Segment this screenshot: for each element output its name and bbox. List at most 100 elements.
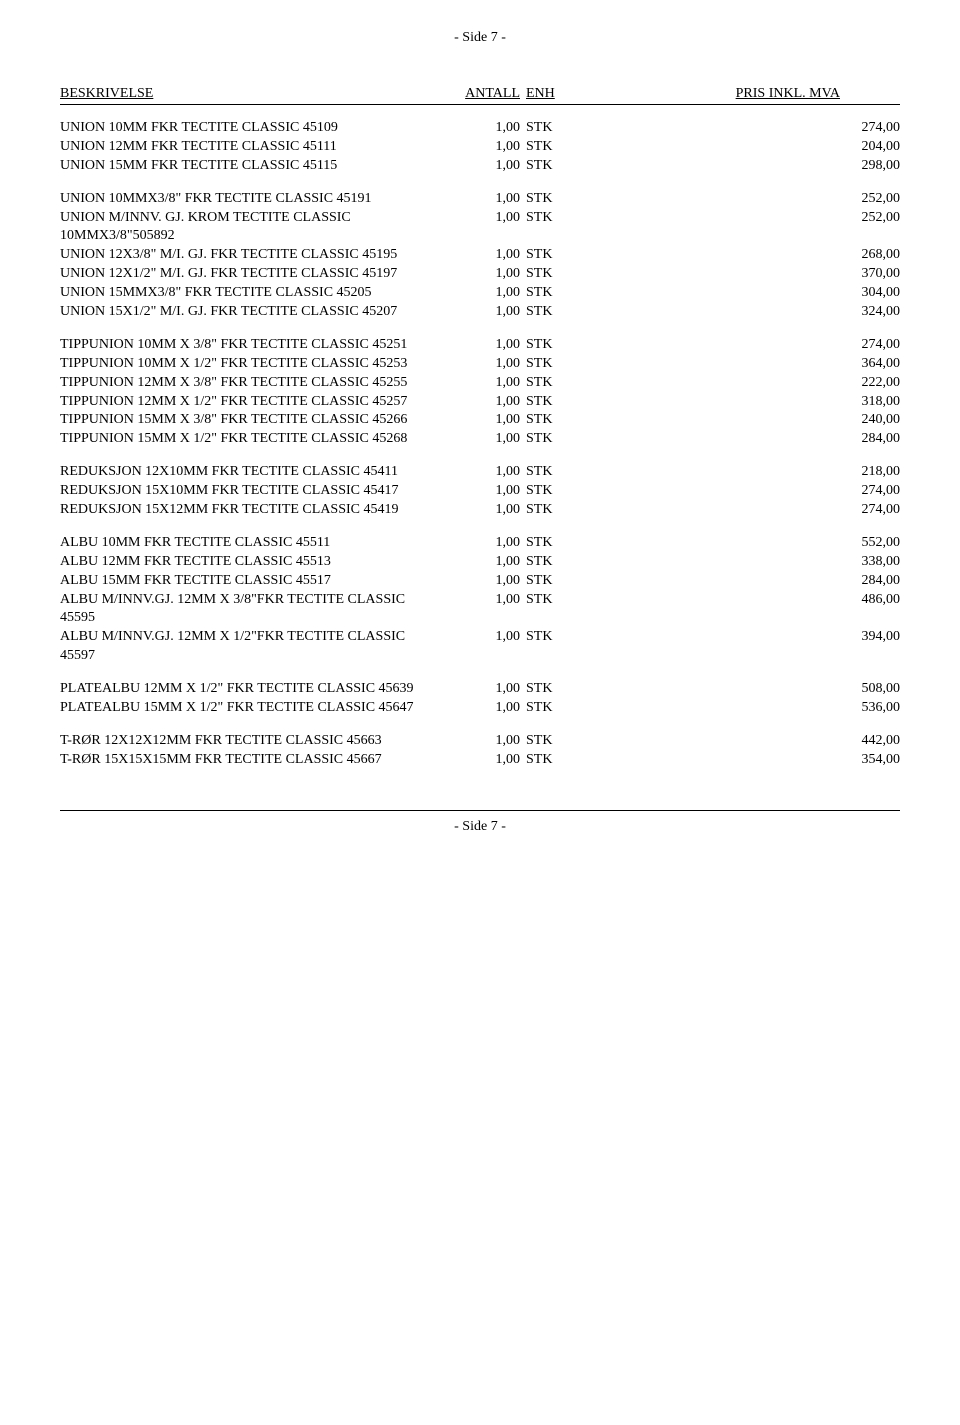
table-header-row: BESKRIVELSE ANTALL ENH PRIS INKL. MVA <box>60 86 900 105</box>
table-row: TIPPUNION 12MM X 3/8" FKR TECTITE CLASSI… <box>60 374 900 393</box>
table-row: TIPPUNION 15MM X 1/2" FKR TECTITE CLASSI… <box>60 430 900 449</box>
cell-unit: STK <box>520 190 576 209</box>
cell-description: ALBU 12MM FKR TECTITE CLASSIC 45513 <box>60 553 440 572</box>
cell-qty: 1,00 <box>440 246 520 265</box>
cell-description: TIPPUNION 10MM X 3/8" FKR TECTITE CLASSI… <box>60 336 440 355</box>
cell-qty: 1,00 <box>440 303 520 322</box>
cell-price: 274,00 <box>576 336 900 355</box>
cell-qty: 1,00 <box>440 411 520 430</box>
cell-unit: STK <box>520 265 576 284</box>
cell-unit: STK <box>520 303 576 322</box>
cell-description: UNION 12X3/8" M/I. GJ. FKR TECTITE CLASS… <box>60 246 440 265</box>
cell-qty: 1,00 <box>440 355 520 374</box>
table-row: REDUKSJON 15X10MM FKR TECTITE CLASSIC 45… <box>60 482 900 501</box>
cell-unit: STK <box>520 393 576 412</box>
cell-description: UNION 10MMX3/8" FKR TECTITE CLASSIC 4519… <box>60 190 440 209</box>
col-header-description: BESKRIVELSE <box>60 86 153 101</box>
cell-price: 268,00 <box>576 246 900 265</box>
table-row: UNION 12X1/2" M/I. GJ. FKR TECTITE CLASS… <box>60 265 900 284</box>
cell-unit: STK <box>520 411 576 430</box>
row-group: TIPPUNION 10MM X 3/8" FKR TECTITE CLASSI… <box>60 336 900 449</box>
cell-unit: STK <box>520 157 576 176</box>
table-row: UNION 15X1/2" M/I. GJ. FKR TECTITE CLASS… <box>60 303 900 322</box>
cell-description: UNION 15X1/2" M/I. GJ. FKR TECTITE CLASS… <box>60 303 440 322</box>
cell-qty: 1,00 <box>440 209 520 228</box>
row-group: UNION 10MM FKR TECTITE CLASSIC 451091,00… <box>60 119 900 176</box>
cell-price: 274,00 <box>576 501 900 520</box>
row-group: ALBU 10MM FKR TECTITE CLASSIC 455111,00S… <box>60 534 900 666</box>
cell-qty: 1,00 <box>440 190 520 209</box>
cell-qty: 1,00 <box>440 393 520 412</box>
col-header-price: PRIS INKL. MVA <box>736 86 840 101</box>
cell-qty: 1,00 <box>440 157 520 176</box>
row-group: UNION 10MMX3/8" FKR TECTITE CLASSIC 4519… <box>60 190 900 322</box>
cell-price: 222,00 <box>576 374 900 393</box>
cell-unit: STK <box>520 119 576 138</box>
cell-unit: STK <box>520 553 576 572</box>
cell-price: 284,00 <box>576 572 900 591</box>
cell-unit: STK <box>520 209 576 228</box>
cell-description: TIPPUNION 10MM X 1/2" FKR TECTITE CLASSI… <box>60 355 440 374</box>
cell-qty: 1,00 <box>440 430 520 449</box>
cell-qty: 1,00 <box>440 628 520 647</box>
page-footer: - Side 7 - <box>60 810 900 835</box>
table-row: REDUKSJON 15X12MM FKR TECTITE CLASSIC 45… <box>60 501 900 520</box>
row-group: PLATEALBU 12MM X 1/2" FKR TECTITE CLASSI… <box>60 680 900 718</box>
cell-unit: STK <box>520 336 576 355</box>
cell-qty: 1,00 <box>440 553 520 572</box>
cell-description: UNION 10MM FKR TECTITE CLASSIC 45109 <box>60 119 440 138</box>
table-row: PLATEALBU 15MM X 1/2" FKR TECTITE CLASSI… <box>60 699 900 718</box>
table-row: UNION 12MM FKR TECTITE CLASSIC 451111,00… <box>60 138 900 157</box>
cell-description: PLATEALBU 15MM X 1/2" FKR TECTITE CLASSI… <box>60 699 440 718</box>
cell-qty: 1,00 <box>440 482 520 501</box>
cell-unit: STK <box>520 355 576 374</box>
cell-unit: STK <box>520 284 576 303</box>
cell-price: 284,00 <box>576 430 900 449</box>
table-row: T-RØR 12X12X12MM FKR TECTITE CLASSIC 456… <box>60 732 900 751</box>
cell-description: TIPPUNION 12MM X 3/8" FKR TECTITE CLASSI… <box>60 374 440 393</box>
cell-price: 252,00 <box>576 190 900 209</box>
cell-description: PLATEALBU 12MM X 1/2" FKR TECTITE CLASSI… <box>60 680 440 699</box>
cell-price: 394,00 <box>576 628 900 647</box>
cell-unit: STK <box>520 430 576 449</box>
cell-price: 204,00 <box>576 138 900 157</box>
cell-description: ALBU 10MM FKR TECTITE CLASSIC 45511 <box>60 534 440 553</box>
cell-unit: STK <box>520 463 576 482</box>
cell-unit: STK <box>520 482 576 501</box>
cell-price: 486,00 <box>576 591 900 610</box>
table-row: TIPPUNION 12MM X 1/2" FKR TECTITE CLASSI… <box>60 393 900 412</box>
cell-price: 364,00 <box>576 355 900 374</box>
cell-description: UNION 12MM FKR TECTITE CLASSIC 45111 <box>60 138 440 157</box>
cell-qty: 1,00 <box>440 138 520 157</box>
cell-qty: 1,00 <box>440 680 520 699</box>
table-row: ALBU 15MM FKR TECTITE CLASSIC 455171,00S… <box>60 572 900 591</box>
cell-qty: 1,00 <box>440 336 520 355</box>
table-row: ALBU M/INNV.GJ. 12MM X 3/8"FKR TECTITE C… <box>60 591 900 629</box>
table-row: UNION 15MM FKR TECTITE CLASSIC 451151,00… <box>60 157 900 176</box>
cell-unit: STK <box>520 680 576 699</box>
cell-qty: 1,00 <box>440 591 520 610</box>
cell-description: UNION 15MM FKR TECTITE CLASSIC 45115 <box>60 157 440 176</box>
col-header-unit: ENH <box>526 86 555 101</box>
cell-unit: STK <box>520 699 576 718</box>
cell-price: 536,00 <box>576 699 900 718</box>
cell-qty: 1,00 <box>440 284 520 303</box>
cell-description: TIPPUNION 15MM X 3/8" FKR TECTITE CLASSI… <box>60 411 440 430</box>
table-row: TIPPUNION 15MM X 3/8" FKR TECTITE CLASSI… <box>60 411 900 430</box>
cell-unit: STK <box>520 534 576 553</box>
cell-description: T-RØR 12X12X12MM FKR TECTITE CLASSIC 456… <box>60 732 440 751</box>
table-row: UNION 12X3/8" M/I. GJ. FKR TECTITE CLASS… <box>60 246 900 265</box>
cell-price: 442,00 <box>576 732 900 751</box>
table-row: UNION 10MMX3/8" FKR TECTITE CLASSIC 4519… <box>60 190 900 209</box>
cell-qty: 1,00 <box>440 534 520 553</box>
cell-unit: STK <box>520 591 576 610</box>
cell-price: 338,00 <box>576 553 900 572</box>
table-row: TIPPUNION 10MM X 3/8" FKR TECTITE CLASSI… <box>60 336 900 355</box>
cell-unit: STK <box>520 501 576 520</box>
cell-unit: STK <box>520 628 576 647</box>
cell-description: UNION 15MMX3/8" FKR TECTITE CLASSIC 4520… <box>60 284 440 303</box>
row-group: T-RØR 12X12X12MM FKR TECTITE CLASSIC 456… <box>60 732 900 770</box>
cell-unit: STK <box>520 138 576 157</box>
cell-qty: 1,00 <box>440 463 520 482</box>
cell-description: REDUKSJON 12X10MM FKR TECTITE CLASSIC 45… <box>60 463 440 482</box>
